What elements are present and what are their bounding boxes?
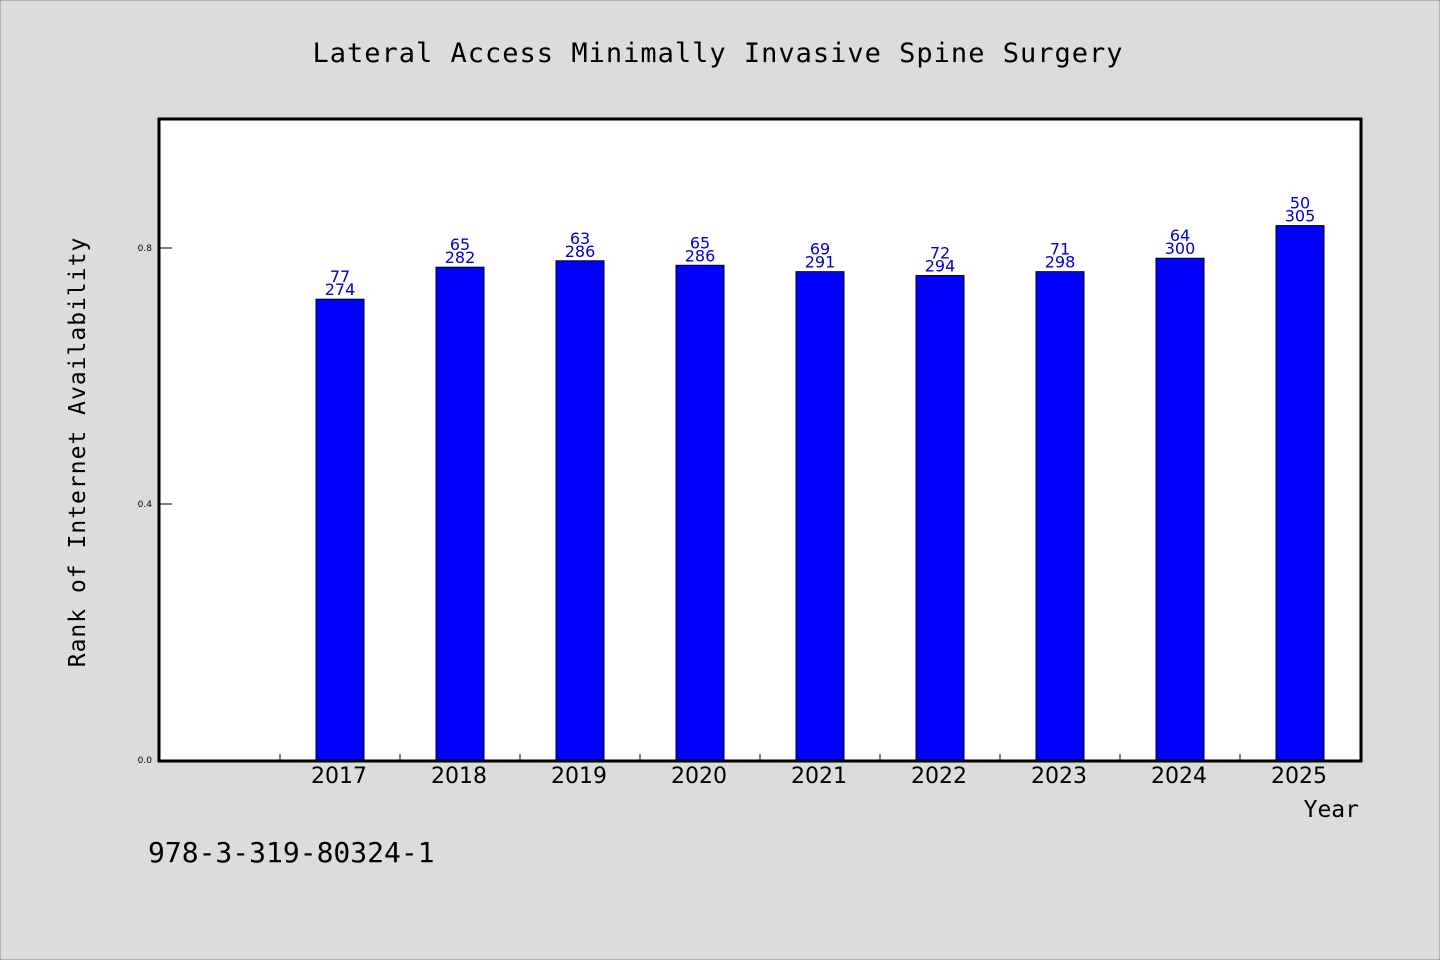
bar-2017 xyxy=(315,298,365,761)
y-axis-label: Rank of Internet Availability xyxy=(65,237,91,668)
x-tick-label-2020: 2020 xyxy=(671,764,727,789)
x-tick-label-2021: 2021 xyxy=(791,764,847,789)
bar-2022 xyxy=(915,275,965,761)
data-label-top-2019: 63 xyxy=(570,229,590,248)
bar-2024 xyxy=(1155,257,1205,761)
x-tick-label-2023: 2023 xyxy=(1031,764,1087,789)
chart-title: Lateral Access Minimally Invasive Spine … xyxy=(312,38,1123,69)
y-tick-label: 0.8 xyxy=(138,244,153,254)
data-label-top-2025: 50 xyxy=(1290,194,1310,213)
x-tick-label-2024: 2024 xyxy=(1151,764,1207,789)
y-tick-label: 0.4 xyxy=(138,500,153,510)
x-ticks-layer: 2017 2018 2019 2020 2021 2022 2023 2024 2025 xyxy=(279,754,1361,789)
x-tick-label-2019: 2019 xyxy=(551,764,607,789)
data-label-top-2020: 65 xyxy=(690,233,710,252)
data-label-bottom-2022: 294 xyxy=(925,257,956,276)
data-label-bottom-2024: 300 xyxy=(1165,239,1196,258)
bar-2020 xyxy=(675,264,725,761)
y-tick-label: 0.0 xyxy=(138,756,153,766)
data-label-top-2024: 64 xyxy=(1170,226,1190,245)
data-label-bottom-2018: 282 xyxy=(445,248,476,267)
bar-2023 xyxy=(1035,271,1085,761)
data-label-bottom-2021: 291 xyxy=(805,253,836,272)
y-ticks-layer: 0.0 0.4 0.8 xyxy=(138,244,172,766)
x-tick-label-2017: 2017 xyxy=(311,764,367,789)
bar-2019 xyxy=(555,260,605,761)
x-axis-label: Year xyxy=(1304,797,1359,823)
data-label-top-2018: 65 xyxy=(450,235,470,254)
x-tick-label-2022: 2022 xyxy=(911,764,967,789)
bar-2018 xyxy=(435,266,485,761)
data-label-top-2022: 72 xyxy=(930,244,950,263)
x-tick-label-2025: 2025 xyxy=(1271,764,1327,789)
data-label-top-2021: 69 xyxy=(810,240,830,259)
data-label-top-2023: 71 xyxy=(1050,240,1070,259)
bar-2025 xyxy=(1275,225,1325,761)
bar-2021 xyxy=(795,271,845,761)
isbn-label: 978-3-319-80324-1 xyxy=(148,836,435,869)
data-label-bottom-2019: 286 xyxy=(565,242,596,261)
data-label-bottom-2017: 274 xyxy=(325,280,356,299)
data-label-bottom-2020: 286 xyxy=(685,246,716,265)
x-tick-label-2018: 2018 xyxy=(431,764,487,789)
data-label-bottom-2025: 305 xyxy=(1285,207,1316,226)
data-label-bottom-2023: 298 xyxy=(1045,253,1076,272)
data-label-top-2017: 77 xyxy=(330,267,350,286)
